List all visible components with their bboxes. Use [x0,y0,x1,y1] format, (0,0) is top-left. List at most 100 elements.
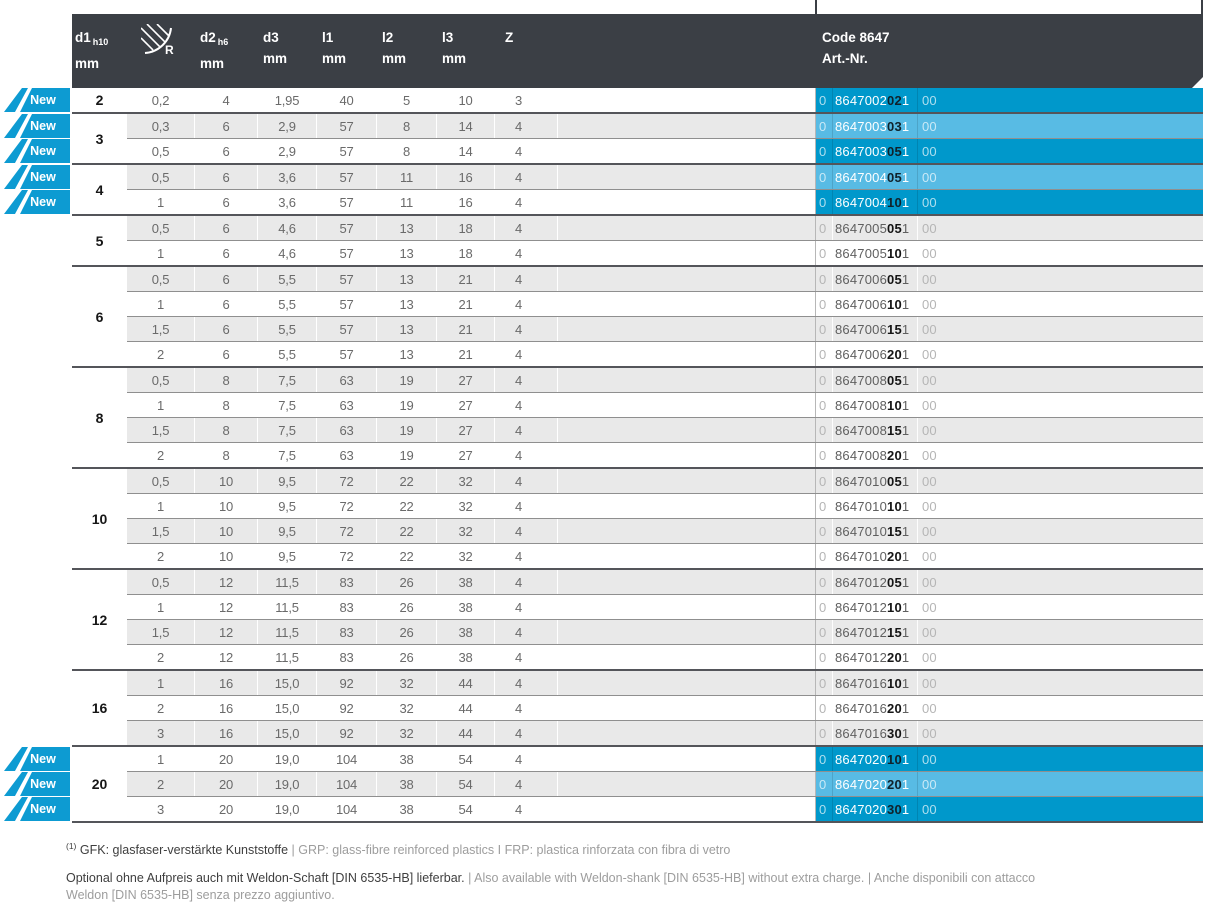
spec-cell-z: 4 [495,165,558,189]
article-suffix: 00 [917,216,1203,240]
spec-cell-d2: 6 [195,139,258,163]
d1-size-cell: 20 [72,747,127,821]
article-main: 8647004 05 1 [832,165,917,189]
table-row: 0,5 10 9,5 72 22 32 4 0 8647010 05 1 00 [72,469,1203,493]
article-number-cell: 0 8647016 20 1 00 [815,696,1203,720]
spec-cell-l2: 32 [377,721,437,745]
spec-cell-l1: 40 [317,88,377,112]
spec-cell-d3: 19,0 [258,747,317,771]
column-unit: mm [442,51,467,66]
article-suffix: 00 [917,595,1203,619]
article-number-cell: 0 8647004 10 1 00 [815,190,1203,214]
new-badge: New [0,139,70,163]
new-badge: New [0,190,70,214]
spacer-cell [558,114,815,138]
article-radius-code: 10 [887,245,902,261]
spec-cell-l2: 38 [377,747,437,771]
table-row: New 3 20 19,0 104 38 54 4 0 8647020 30 1 00 [3,796,1203,821]
article-number-cell: 0 8647006 15 1 00 [815,317,1203,341]
spec-cell-l2: 13 [377,342,437,366]
article-radius-code: 10 [887,599,902,615]
column-unit: mm [263,51,288,66]
spec-cell-d2: 12 [195,570,258,594]
article-number-cell: 0 8647008 10 1 00 [815,393,1203,417]
article-suffix: 00 [917,368,1203,392]
spec-cell-l2: 11 [377,165,437,189]
article-radius-code: 15 [887,422,902,438]
article-radius-code: 05 [887,473,902,489]
article-number-cell: 0 8647010 20 1 00 [815,544,1203,568]
spec-cell-z: 4 [495,747,558,771]
article-number-cell: 0 8647005 10 1 00 [815,241,1203,265]
spec-cell-l3: 44 [437,721,495,745]
table-row: 1,5 10 9,5 72 22 32 4 0 8647010 15 1 00 [72,518,1203,543]
spec-cell-d3: 15,0 [258,671,317,695]
spec-cell-l2: 38 [377,772,437,796]
spec-cell-r: 3 [127,797,195,821]
spec-cell-l1: 104 [317,747,377,771]
new-badge-label: New [20,747,70,771]
spec-cell-d2: 6 [195,216,258,240]
column-header-spacer [558,14,815,88]
article-number-cell: 0 8647003 03 1 00 [815,114,1203,138]
d1-size-cell: 4 [72,165,127,214]
spec-cell-l3: 54 [437,797,495,821]
article-number-cell: 0 8647012 10 1 00 [815,595,1203,619]
column-label: d3 [263,30,279,45]
spec-cell-r: 1 [127,292,195,316]
spec-cell-z: 4 [495,393,558,417]
spec-cell-z: 4 [495,139,558,163]
article-prefix: 0 [819,725,827,741]
size-group-10: 0,5 10 9,5 72 22 32 4 0 8647010 05 1 00 1 10 9,5 72 22 32… [72,467,1203,568]
spec-cell-l1: 57 [317,292,377,316]
spec-cell-l1: 57 [317,317,377,341]
spec-cell-l1: 72 [317,494,377,518]
d1-size-cell: 2 [72,88,127,112]
spec-cell-l2: 19 [377,418,437,442]
spec-cell-d2: 10 [195,469,258,493]
article-prefix: 0 [819,523,827,539]
spec-cell-z: 4 [495,292,558,316]
spec-cell-d3: 11,5 [258,620,317,644]
spec-cell-r: 3 [127,721,195,745]
article-suffix: 00 [917,88,1203,112]
article-suffix: 00 [917,317,1203,341]
spec-cell-l3: 14 [437,114,495,138]
article-prefix: 0 [819,220,827,236]
table-row: 1,5 6 5,5 57 13 21 4 0 8647006 15 1 00 [72,316,1203,341]
article-number-cell: 0 8647003 05 1 00 [815,139,1203,163]
article-suffix: 00 [917,469,1203,493]
article-radius-code: 20 [887,649,902,665]
size-group-12: 0,5 12 11,5 83 26 38 4 0 8647012 05 1 00 1 12 11,5 83 26… [72,568,1203,669]
column-label: Code 8647 [822,30,890,45]
spec-cell-d3: 7,5 [258,368,317,392]
spec-cell-l1: 83 [317,570,377,594]
spec-cell-l1: 92 [317,696,377,720]
article-main: 8647010 05 1 [832,469,917,493]
spec-cell-l1: 57 [317,267,377,291]
spec-cell-l3: 38 [437,645,495,669]
spec-cell-z: 4 [495,595,558,619]
article-prefix: 0 [819,473,827,489]
spec-cell-l1: 92 [317,671,377,695]
article-radius-code: 05 [887,574,902,590]
spec-cell-l3: 32 [437,469,495,493]
d1-size-cell: 8 [72,368,127,467]
spec-cell-d3: 2,9 [258,139,317,163]
spec-cell-r: 2 [127,696,195,720]
article-main: 8647006 20 1 [832,342,917,366]
article-main: 8647020 10 1 [832,747,917,771]
table-row: 1 8 7,5 63 19 27 4 0 8647008 10 1 00 [72,392,1203,417]
spec-cell-r: 2 [127,645,195,669]
spec-cell-d3: 5,5 [258,317,317,341]
article-radius-code: 05 [887,271,902,287]
article-main: 8647005 05 1 [832,216,917,240]
article-main: 8647008 05 1 [832,368,917,392]
spacer-cell [558,645,815,669]
article-main: 8647016 30 1 [832,721,917,745]
spec-cell-l3: 10 [437,88,495,112]
article-radius-code: 10 [887,296,902,312]
callout-line-right [1201,0,1203,14]
spec-cell-r: 1 [127,671,195,695]
article-radius-code: 10 [887,194,902,210]
